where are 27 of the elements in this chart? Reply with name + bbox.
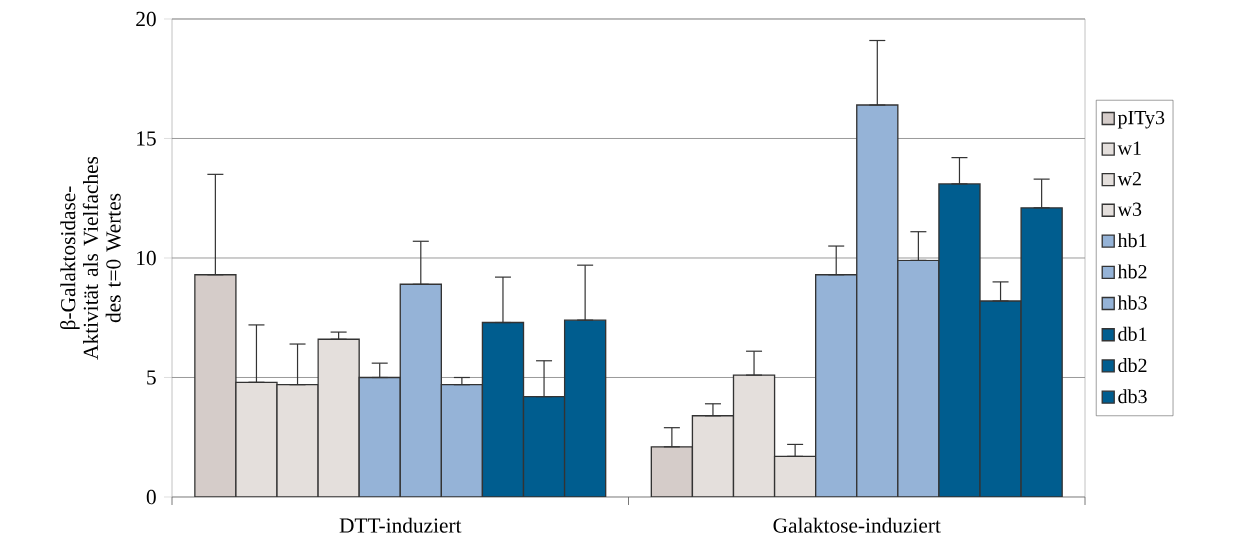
bar — [897, 259, 940, 497]
bar — [1020, 207, 1063, 497]
legend-label: pITy3 — [1117, 110, 1165, 129]
legend-label: hb1 — [1117, 233, 1147, 248]
legend-label: w1 — [1117, 141, 1141, 155]
y-tick-label: 0 — [146, 489, 156, 505]
legend-label: db2 — [1118, 358, 1147, 373]
legend-label: w2 — [1117, 172, 1141, 186]
bar — [979, 300, 1022, 497]
legend-label: db3 — [1118, 389, 1147, 404]
y-tick-label: 20 — [136, 11, 156, 27]
legend-label: w3 — [1117, 202, 1142, 217]
legend-label: hb3 — [1117, 295, 1147, 310]
x-tick-label: DTT-induziert — [339, 517, 462, 533]
y-tick-label: 15 — [137, 131, 156, 146]
y-tick-label: 10 — [137, 250, 156, 266]
y-tick-label: 5 — [147, 370, 156, 385]
bar — [276, 384, 319, 497]
bar — [650, 446, 694, 497]
bar — [235, 381, 278, 497]
y-axis-title: β-Galaktosidase-Aktivität als Vielfaches des t=0 Wertes — [60, 156, 121, 360]
x-tick-label: Galaktose-induziert — [773, 517, 941, 533]
legend-label: db1 — [1118, 326, 1147, 341]
bar — [938, 183, 981, 497]
legend-label: hb2 — [1117, 264, 1147, 279]
bar — [194, 274, 237, 497]
bar — [317, 338, 360, 497]
